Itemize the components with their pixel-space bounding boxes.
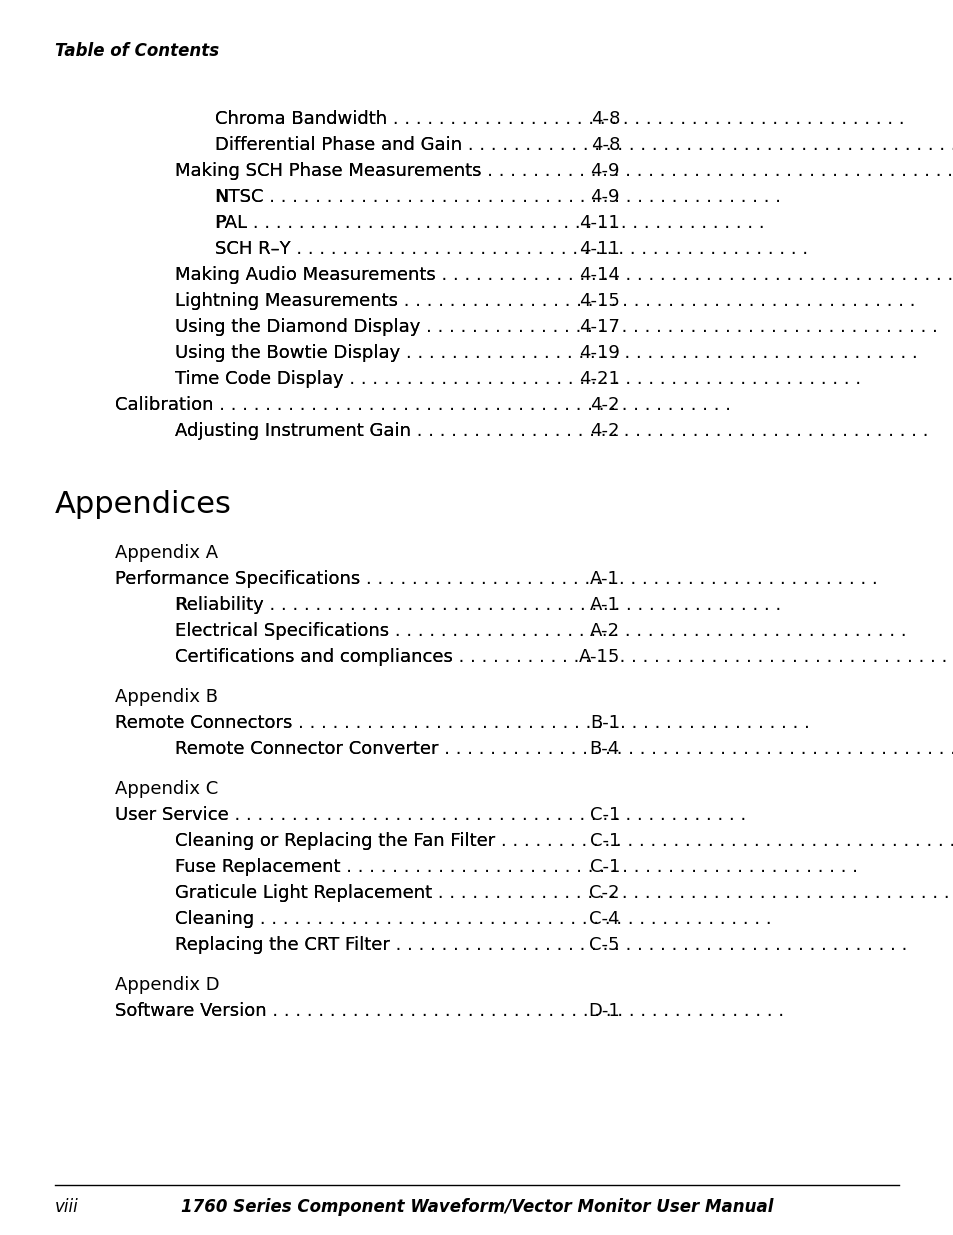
Text: Fuse Replacement: Fuse Replacement xyxy=(174,858,340,876)
Text: Replacing the CRT Filter: Replacing the CRT Filter xyxy=(174,936,390,953)
Text: Certifications and compliances: Certifications and compliances xyxy=(174,648,453,666)
Text: SCH R–Y: SCH R–Y xyxy=(214,240,291,258)
Text: Cleaning or Replacing the Fan Filter: Cleaning or Replacing the Fan Filter xyxy=(174,832,495,850)
Text: Remote Connectors . . . . . . . . . . . . . . . . . . . . . . . . . . . . . . . : Remote Connectors . . . . . . . . . . . … xyxy=(115,714,809,732)
Text: Reliability . . . . . . . . . . . . . . . . . . . . . . . . . . . . . . . . . . : Reliability . . . . . . . . . . . . . . … xyxy=(174,597,781,614)
Text: 4-2: 4-2 xyxy=(590,396,619,414)
Text: Performance Specifications . . . . . . . . . . . . . . . . . . . . . . . . . . .: Performance Specifications . . . . . . .… xyxy=(115,571,877,588)
Text: Using the Diamond Display . . . . . . . . . . . . . . . . . . . . . . . . . . . : Using the Diamond Display . . . . . . . … xyxy=(174,317,937,336)
Text: Using the Bowtie Display: Using the Bowtie Display xyxy=(174,345,400,362)
Text: A-1: A-1 xyxy=(590,597,619,614)
Text: 4-14: 4-14 xyxy=(578,266,619,284)
Text: Making Audio Measurements: Making Audio Measurements xyxy=(174,266,436,284)
Text: A-2: A-2 xyxy=(589,622,619,640)
Text: Time Code Display . . . . . . . . . . . . . . . . . . . . . . . . . . . . . . . : Time Code Display . . . . . . . . . . . … xyxy=(174,370,861,388)
Text: Adjusting Instrument Gain . . . . . . . . . . . . . . . . . . . . . . . . . . . : Adjusting Instrument Gain . . . . . . . … xyxy=(174,422,927,440)
Text: 4-11: 4-11 xyxy=(578,240,619,258)
Text: Calibration: Calibration xyxy=(115,396,213,414)
Text: 4-17: 4-17 xyxy=(578,317,619,336)
Text: 4-21: 4-21 xyxy=(578,370,619,388)
Text: Differential Phase and Gain: Differential Phase and Gain xyxy=(214,136,461,154)
Text: C-2: C-2 xyxy=(589,884,619,902)
Text: Differential Phase and Gain . . . . . . . . . . . . . . . . . . . . . . . . . . : Differential Phase and Gain . . . . . . … xyxy=(214,136,953,154)
Text: Fuse Replacement . . . . . . . . . . . . . . . . . . . . . . . . . . . . . . . .: Fuse Replacement . . . . . . . . . . . .… xyxy=(174,858,857,876)
Text: A-15: A-15 xyxy=(578,648,619,666)
Text: C-1: C-1 xyxy=(589,806,619,824)
Text: SCH R–Y . . . . . . . . . . . . . . . . . . . . . . . . . . . . . . . . . . . . : SCH R–Y . . . . . . . . . . . . . . . . … xyxy=(214,240,807,258)
Text: Replacing the CRT Filter . . . . . . . . . . . . . . . . . . . . . . . . . . . .: Replacing the CRT Filter . . . . . . . .… xyxy=(174,936,906,953)
Text: 4-8: 4-8 xyxy=(590,110,619,128)
Text: Cleaning or Replacing the Fan Filter . . . . . . . . . . . . . . . . . . . . . .: Cleaning or Replacing the Fan Filter . .… xyxy=(174,832,953,850)
Text: 4-11: 4-11 xyxy=(578,214,619,232)
Text: NTSC: NTSC xyxy=(214,188,263,206)
Text: 4-19: 4-19 xyxy=(578,345,619,362)
Text: 4-9: 4-9 xyxy=(590,162,619,180)
Text: Making Audio Measurements . . . . . . . . . . . . . . . . . . . . . . . . . . . : Making Audio Measurements . . . . . . . … xyxy=(174,266,952,284)
Text: C-4: C-4 xyxy=(589,910,619,927)
Text: Electrical Specifications: Electrical Specifications xyxy=(174,622,389,640)
Text: Graticule Light Replacement: Graticule Light Replacement xyxy=(174,884,432,902)
Text: Cleaning . . . . . . . . . . . . . . . . . . . . . . . . . . . . . . . . . . . .: Cleaning . . . . . . . . . . . . . . . .… xyxy=(174,910,771,927)
Text: Appendix C: Appendix C xyxy=(115,781,218,798)
Text: Chroma Bandwidth: Chroma Bandwidth xyxy=(214,110,387,128)
Text: C-5: C-5 xyxy=(589,936,619,953)
Text: C-1: C-1 xyxy=(589,858,619,876)
Text: Table of Contents: Table of Contents xyxy=(55,42,219,61)
Text: Making SCH Phase Measurements: Making SCH Phase Measurements xyxy=(174,162,481,180)
Text: Appendix B: Appendix B xyxy=(115,688,218,706)
Text: Graticule Light Replacement . . . . . . . . . . . . . . . . . . . . . . . . . . : Graticule Light Replacement . . . . . . … xyxy=(174,884,948,902)
Text: Remote Connector Converter . . . . . . . . . . . . . . . . . . . . . . . . . . .: Remote Connector Converter . . . . . . .… xyxy=(174,740,953,758)
Text: PAL: PAL xyxy=(214,214,247,232)
Text: B-4: B-4 xyxy=(589,740,619,758)
Text: 1760 Series Component Waveform/Vector Monitor User Manual: 1760 Series Component Waveform/Vector Mo… xyxy=(180,1198,773,1216)
Text: Remote Connectors: Remote Connectors xyxy=(115,714,292,732)
Text: Time Code Display: Time Code Display xyxy=(174,370,343,388)
Text: NTSC . . . . . . . . . . . . . . . . . . . . . . . . . . . . . . . . . . . . . .: NTSC . . . . . . . . . . . . . . . . . .… xyxy=(214,188,781,206)
Text: A-1: A-1 xyxy=(590,571,619,588)
Text: Lightning Measurements: Lightning Measurements xyxy=(174,291,397,310)
Text: Appendix A: Appendix A xyxy=(115,543,218,562)
Text: C-1: C-1 xyxy=(589,832,619,850)
Text: Adjusting Instrument Gain: Adjusting Instrument Gain xyxy=(174,422,411,440)
Text: Reliability: Reliability xyxy=(174,597,263,614)
Text: D-1: D-1 xyxy=(588,1002,619,1020)
Text: Cleaning: Cleaning xyxy=(174,910,253,927)
Text: Appendix D: Appendix D xyxy=(115,976,219,994)
Text: Software Version . . . . . . . . . . . . . . . . . . . . . . . . . . . . . . . .: Software Version . . . . . . . . . . . .… xyxy=(115,1002,783,1020)
Text: Making SCH Phase Measurements . . . . . . . . . . . . . . . . . . . . . . . . . : Making SCH Phase Measurements . . . . . … xyxy=(174,162,953,180)
Text: Using the Bowtie Display . . . . . . . . . . . . . . . . . . . . . . . . . . . .: Using the Bowtie Display . . . . . . . .… xyxy=(174,345,917,362)
Text: 4-15: 4-15 xyxy=(578,291,619,310)
Text: PAL . . . . . . . . . . . . . . . . . . . . . . . . . . . . . . . . . . . . . . : PAL . . . . . . . . . . . . . . . . . . … xyxy=(214,214,763,232)
Text: Lightning Measurements . . . . . . . . . . . . . . . . . . . . . . . . . . . . .: Lightning Measurements . . . . . . . . .… xyxy=(174,291,915,310)
Text: 4-2: 4-2 xyxy=(590,422,619,440)
Text: Using the Diamond Display: Using the Diamond Display xyxy=(174,317,420,336)
Text: Chroma Bandwidth . . . . . . . . . . . . . . . . . . . . . . . . . . . . . . . .: Chroma Bandwidth . . . . . . . . . . . .… xyxy=(214,110,903,128)
Text: Appendices: Appendices xyxy=(55,490,232,519)
Text: Software Version: Software Version xyxy=(115,1002,266,1020)
Text: User Service: User Service xyxy=(115,806,229,824)
Text: Electrical Specifications . . . . . . . . . . . . . . . . . . . . . . . . . . . : Electrical Specifications . . . . . . . … xyxy=(174,622,905,640)
Text: B-1: B-1 xyxy=(589,714,619,732)
Text: 4-9: 4-9 xyxy=(590,188,619,206)
Text: Certifications and compliances . . . . . . . . . . . . . . . . . . . . . . . . .: Certifications and compliances . . . . .… xyxy=(174,648,953,666)
Text: 4-8: 4-8 xyxy=(590,136,619,154)
Text: User Service . . . . . . . . . . . . . . . . . . . . . . . . . . . . . . . . . .: User Service . . . . . . . . . . . . . .… xyxy=(115,806,745,824)
Text: Calibration . . . . . . . . . . . . . . . . . . . . . . . . . . . . . . . . . . : Calibration . . . . . . . . . . . . . . … xyxy=(115,396,730,414)
Text: Remote Connector Converter: Remote Connector Converter xyxy=(174,740,438,758)
Text: viii: viii xyxy=(55,1198,79,1216)
Text: Performance Specifications: Performance Specifications xyxy=(115,571,360,588)
